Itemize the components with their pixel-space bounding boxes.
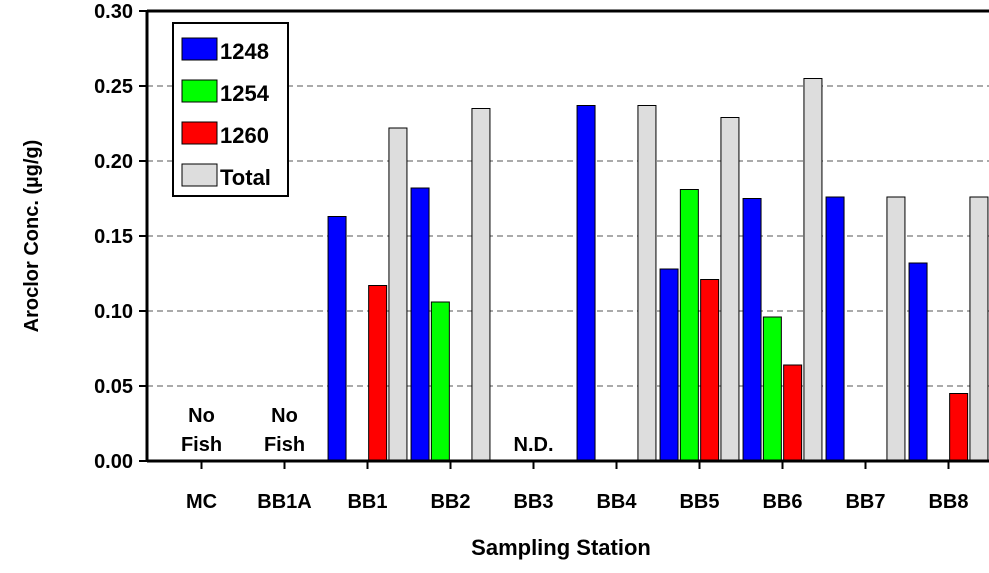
y-tick-label: 0.30 bbox=[94, 1, 133, 23]
legend-label-1260: 1260 bbox=[220, 123, 269, 148]
legend: 1248 1254 1260 Total bbox=[172, 22, 289, 197]
bar-Total-BB4 bbox=[637, 105, 657, 462]
bar-1248-BB4 bbox=[576, 105, 596, 462]
x-tick-label-BB5: BB5 bbox=[679, 491, 719, 513]
annotation-BB3: N.D. bbox=[514, 434, 554, 456]
bar-1248-BB6 bbox=[742, 198, 762, 462]
bar-1254-BB5 bbox=[679, 189, 699, 462]
bar-1248-BB1 bbox=[327, 216, 347, 462]
y-tick-label: 0.05 bbox=[94, 376, 133, 398]
annotation-MC: No bbox=[188, 405, 215, 427]
x-tick-label-BB8: BB8 bbox=[928, 491, 968, 513]
annotation-MC: Fish bbox=[181, 434, 222, 456]
bar-Total-BB7 bbox=[886, 196, 906, 462]
annotation-BB1A: No bbox=[271, 405, 298, 427]
x-tick-label-BB2: BB2 bbox=[430, 491, 470, 513]
axes bbox=[139, 9, 989, 469]
bar-1248-BB5 bbox=[659, 268, 679, 462]
bar-1254-BB6 bbox=[762, 316, 782, 462]
annotations: No Fish No Fish N.D. bbox=[181, 405, 554, 456]
legend-swatch-1260 bbox=[181, 121, 218, 145]
x-tick-label-BB3: BB3 bbox=[513, 491, 553, 513]
y-tick-label: 0.00 bbox=[94, 451, 133, 473]
legend-swatch-Total bbox=[181, 163, 218, 187]
x-tick-label-BB4: BB4 bbox=[596, 491, 637, 513]
bar-Total-BB5 bbox=[720, 117, 740, 462]
legend-label-1248: 1248 bbox=[220, 39, 269, 64]
legend-swatch-1248 bbox=[181, 37, 218, 61]
bar-1260-BB1 bbox=[368, 285, 388, 462]
y-tick-label: 0.20 bbox=[94, 151, 133, 173]
y-tick-label: 0.10 bbox=[94, 301, 133, 323]
bar-1248-BB2 bbox=[410, 187, 430, 462]
bar-Total-BB6 bbox=[803, 78, 823, 462]
x-tick-label-BB1A: BB1A bbox=[257, 491, 311, 513]
bar-1254-BB2 bbox=[430, 301, 450, 462]
x-tick-label-BB6: BB6 bbox=[762, 491, 802, 513]
bar-1248-BB7 bbox=[825, 196, 845, 462]
bar-Total-BB1 bbox=[388, 127, 408, 462]
bar-1260-BB6 bbox=[783, 364, 803, 462]
bars bbox=[327, 78, 989, 462]
x-axis-title: Sampling Station bbox=[471, 535, 651, 560]
tick-labels: 0.00 0.05 0.10 0.15 0.20 0.25 0.30 MC BB1A BB1 BB2… bbox=[94, 1, 968, 513]
y-tick-label: 0.15 bbox=[94, 226, 133, 248]
annotation-BB1A: Fish bbox=[264, 434, 305, 456]
y-axis-title: Aroclor Conc. (µg/g) bbox=[21, 140, 43, 333]
legend-label-Total: Total bbox=[220, 165, 271, 190]
bar-1260-BB5 bbox=[700, 279, 720, 462]
bar-1248-BB8 bbox=[908, 262, 928, 462]
bar-Total-BB2 bbox=[471, 108, 491, 462]
legend-swatch-1254 bbox=[181, 79, 218, 103]
x-tick-label-BB1: BB1 bbox=[347, 491, 387, 513]
y-tick-label: 0.25 bbox=[94, 76, 133, 98]
legend-label-1254: 1254 bbox=[220, 81, 270, 106]
bar-1260-BB8 bbox=[949, 393, 969, 462]
x-tick-label-BB7: BB7 bbox=[845, 491, 885, 513]
x-tick-label-MC: MC bbox=[186, 491, 217, 513]
bar-Total-BB8 bbox=[969, 196, 989, 462]
